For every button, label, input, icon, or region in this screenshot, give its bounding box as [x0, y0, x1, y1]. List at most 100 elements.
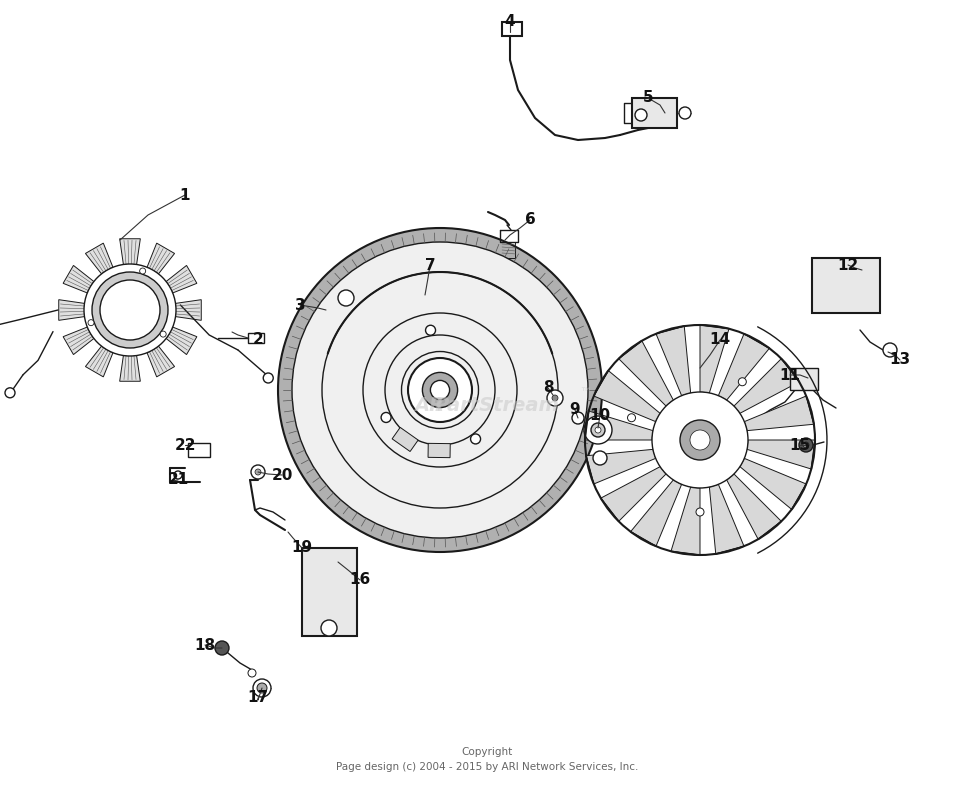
Polygon shape	[601, 467, 666, 522]
Text: 8: 8	[543, 381, 554, 395]
Circle shape	[92, 272, 168, 348]
Circle shape	[547, 390, 563, 406]
Polygon shape	[656, 326, 690, 396]
Polygon shape	[710, 484, 744, 554]
Circle shape	[471, 434, 481, 444]
Circle shape	[321, 620, 337, 636]
Circle shape	[430, 380, 449, 400]
Circle shape	[883, 343, 897, 357]
Bar	[248, 333, 264, 343]
Circle shape	[628, 413, 636, 422]
Circle shape	[174, 471, 182, 479]
Circle shape	[593, 451, 607, 465]
Text: 4: 4	[505, 14, 516, 29]
Circle shape	[803, 442, 809, 448]
Text: 15: 15	[790, 437, 810, 452]
Polygon shape	[166, 266, 197, 293]
Text: 1: 1	[179, 188, 190, 203]
Circle shape	[253, 679, 271, 697]
Circle shape	[257, 683, 267, 693]
Text: 20: 20	[271, 467, 292, 483]
Text: 17: 17	[248, 691, 268, 705]
Circle shape	[680, 420, 720, 460]
Circle shape	[139, 268, 145, 274]
Text: PartStream: PartStream	[435, 396, 560, 415]
Circle shape	[5, 388, 15, 398]
Circle shape	[338, 290, 354, 306]
Text: 2: 2	[253, 332, 263, 347]
Text: 5: 5	[643, 91, 653, 106]
Circle shape	[584, 416, 612, 444]
Polygon shape	[120, 238, 140, 265]
Polygon shape	[176, 300, 201, 320]
Text: 9: 9	[569, 402, 580, 417]
Text: 7: 7	[425, 258, 435, 273]
Text: 13: 13	[889, 352, 911, 367]
Polygon shape	[166, 327, 197, 355]
Polygon shape	[619, 341, 674, 406]
Polygon shape	[740, 459, 806, 510]
Polygon shape	[631, 480, 682, 546]
Circle shape	[84, 264, 176, 356]
Text: 12: 12	[838, 258, 859, 273]
Circle shape	[425, 325, 436, 335]
Text: 11: 11	[779, 367, 800, 382]
Circle shape	[215, 641, 229, 655]
Polygon shape	[147, 346, 175, 377]
Circle shape	[255, 469, 261, 475]
Circle shape	[652, 392, 748, 488]
Text: 10: 10	[590, 408, 610, 422]
Circle shape	[248, 669, 256, 677]
Polygon shape	[594, 370, 660, 421]
Circle shape	[408, 358, 472, 422]
Circle shape	[690, 430, 710, 450]
Text: Copyright
Page design (c) 2004 - 2015 by ARI Network Services, Inc.: Copyright Page design (c) 2004 - 2015 by…	[336, 747, 639, 772]
Text: 21: 21	[168, 472, 188, 487]
Text: 3: 3	[294, 297, 305, 312]
Circle shape	[422, 372, 457, 408]
Bar	[812, 258, 880, 313]
Polygon shape	[63, 266, 94, 293]
Circle shape	[738, 378, 746, 386]
Polygon shape	[719, 334, 769, 400]
Circle shape	[696, 508, 704, 516]
Bar	[632, 98, 677, 128]
Text: 14: 14	[710, 332, 730, 347]
Text: 22: 22	[175, 437, 196, 452]
Polygon shape	[86, 243, 113, 273]
Polygon shape	[147, 243, 175, 273]
Circle shape	[263, 373, 273, 383]
Polygon shape	[700, 325, 729, 393]
Circle shape	[572, 412, 584, 424]
Circle shape	[160, 331, 166, 337]
Polygon shape	[734, 359, 799, 413]
Polygon shape	[744, 396, 814, 431]
Text: AR: AR	[414, 396, 444, 415]
Circle shape	[100, 280, 160, 340]
Circle shape	[679, 107, 691, 119]
Bar	[302, 548, 357, 636]
Bar	[188, 443, 210, 457]
Circle shape	[381, 413, 391, 422]
Circle shape	[595, 427, 601, 433]
Text: 19: 19	[292, 541, 313, 556]
Text: ™: ™	[579, 387, 591, 400]
Polygon shape	[63, 327, 94, 355]
Polygon shape	[86, 346, 113, 377]
Bar	[790, 368, 818, 390]
Polygon shape	[747, 440, 815, 469]
Circle shape	[552, 395, 558, 401]
Polygon shape	[428, 444, 450, 458]
Text: 18: 18	[194, 638, 215, 653]
Polygon shape	[726, 474, 781, 539]
Polygon shape	[671, 487, 700, 555]
Circle shape	[635, 109, 647, 121]
Circle shape	[88, 320, 94, 326]
Polygon shape	[585, 411, 653, 440]
Circle shape	[292, 242, 588, 538]
Text: 16: 16	[349, 572, 371, 588]
Polygon shape	[58, 300, 85, 320]
Polygon shape	[392, 428, 418, 452]
Polygon shape	[120, 355, 140, 382]
Bar	[502, 22, 522, 36]
